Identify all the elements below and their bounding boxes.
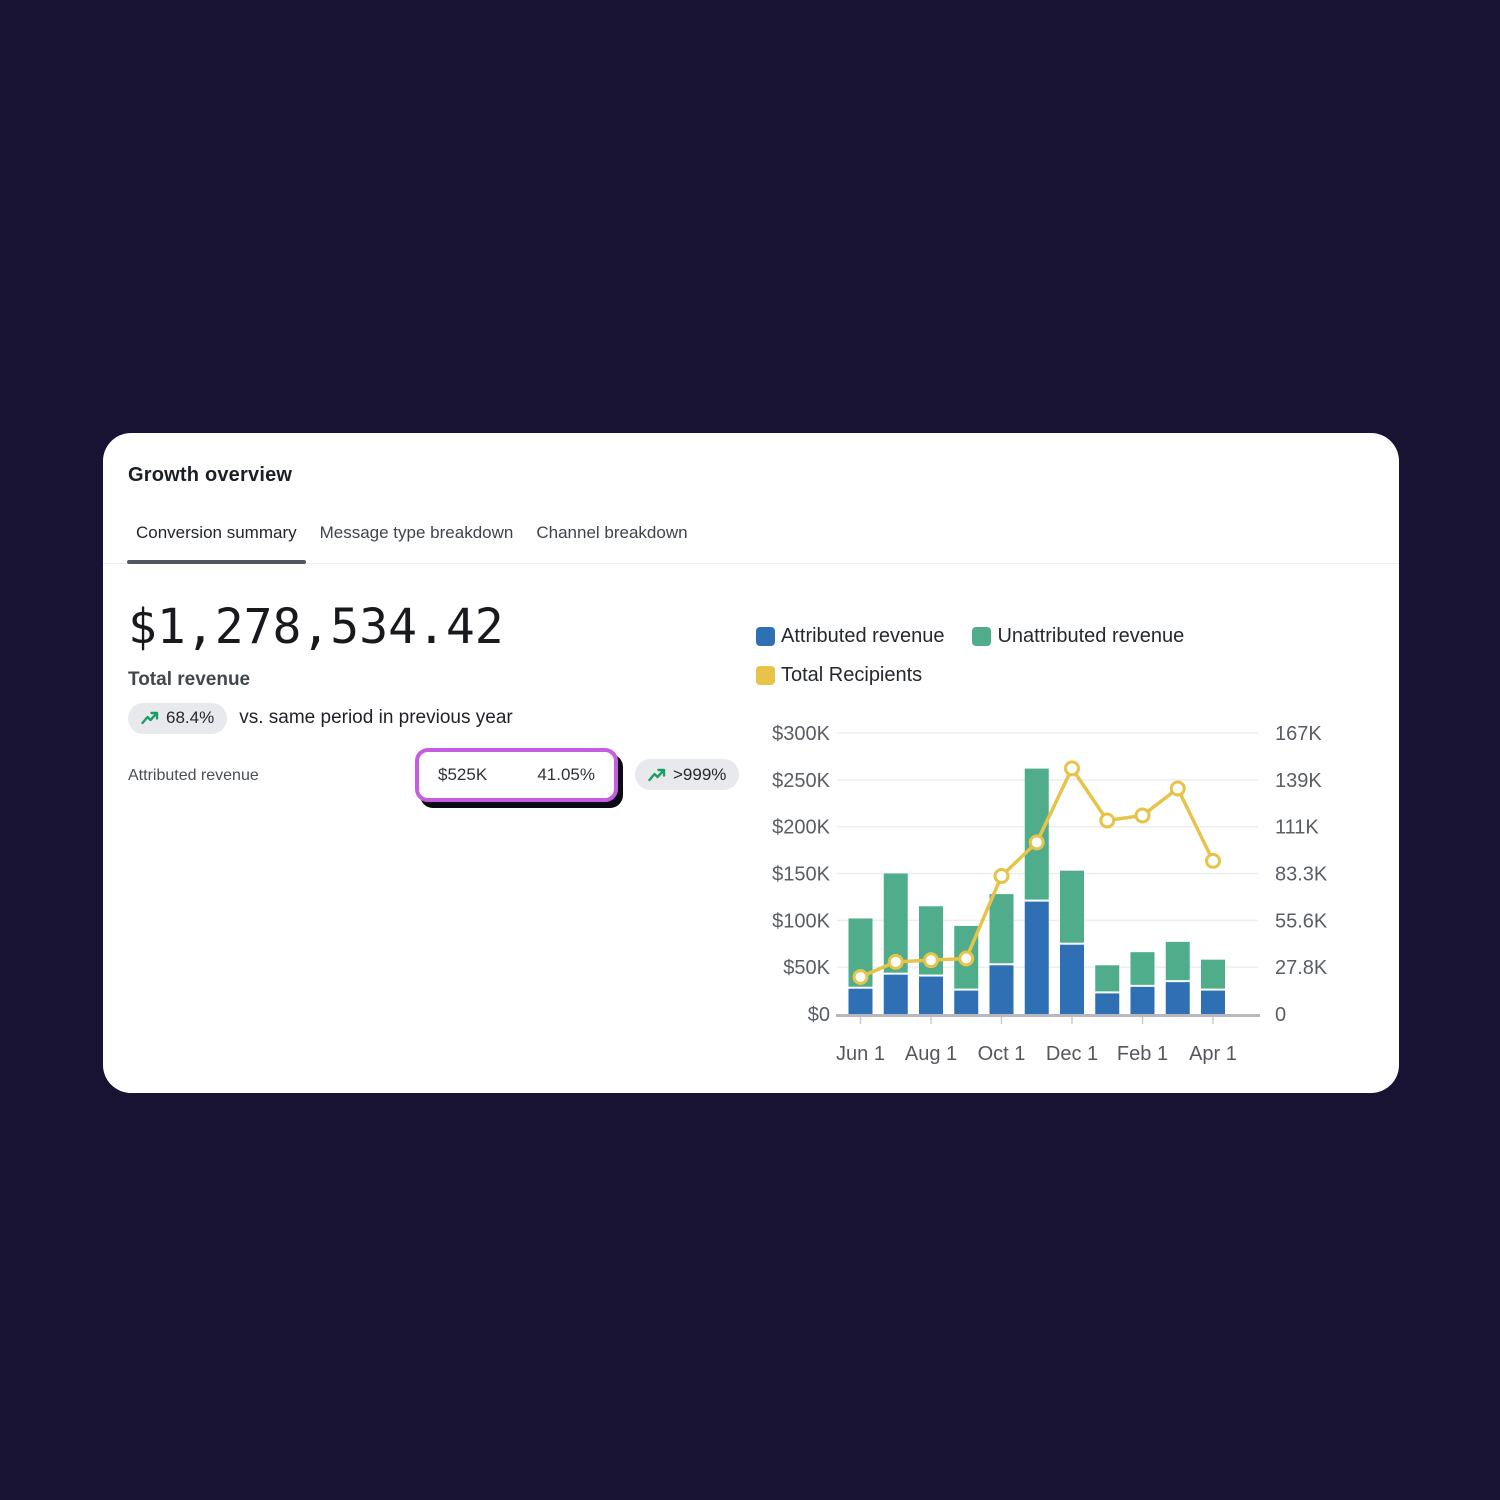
attributed-revenue-label: Attributed revenue — [128, 767, 259, 784]
recipients-point[interactable] — [887, 953, 904, 970]
legend-row: Total Recipients — [756, 664, 1376, 687]
tab-label: Channel breakdown — [536, 523, 688, 542]
legend-row: Attributed revenue Unattributed revenue — [756, 625, 1376, 648]
tab-conversion-summary[interactable]: Conversion summary — [127, 503, 306, 564]
bar-segment-attributed[interactable] — [848, 988, 873, 1014]
unattributed-revenue-swatch — [972, 627, 992, 646]
growth-overview-card: Growth overview Conversion summary Messa… — [103, 433, 1399, 1093]
bar-segment-unattributed[interactable] — [1130, 952, 1155, 985]
recipients-point[interactable] — [1134, 807, 1151, 824]
page-title: Growth overview — [128, 464, 293, 486]
total-recipients-swatch — [756, 666, 775, 685]
total-revenue-value: $1,278,534.42 — [128, 599, 504, 655]
right-axis-label: 139K — [1275, 770, 1322, 792]
bar-segment-attributed[interactable] — [1165, 982, 1190, 1014]
recipients-point[interactable] — [1205, 852, 1221, 869]
total-change-row: 68.4% vs. same period in previous year — [128, 702, 513, 734]
bar-segment-attributed[interactable] — [1130, 986, 1155, 1014]
right-axis-label: 167K — [1275, 723, 1322, 745]
recipients-point[interactable] — [1169, 780, 1186, 797]
legend-item-unattributed-revenue[interactable]: Unattributed revenue — [972, 625, 1184, 648]
left-axis-label: $200K — [772, 817, 830, 839]
bar-segment-attributed[interactable] — [1095, 993, 1120, 1014]
left-axis-label: $150K — [772, 864, 830, 886]
recipients-point[interactable] — [1064, 760, 1080, 777]
tab-label: Message type breakdown — [319, 523, 514, 542]
bar-segment-attributed[interactable] — [1201, 990, 1225, 1014]
right-axis-label: 83.3K — [1275, 864, 1328, 886]
total-change-value: 68.4% — [166, 708, 215, 727]
legend-item-total-recipients[interactable]: Total Recipients — [756, 664, 922, 687]
legend-label: Total Recipients — [781, 664, 923, 686]
bar-segment-attributed[interactable] — [883, 974, 908, 1014]
attributed-change-badge: >999% — [635, 759, 740, 790]
bar-segment-unattributed[interactable] — [1201, 959, 1225, 989]
recipients-point[interactable] — [923, 952, 939, 969]
attributed-revenue-row: Attributed revenue $525K 41.05% >999% — [128, 747, 748, 803]
left-axis-label: $300K — [772, 723, 830, 745]
total-revenue-label: Total revenue — [128, 669, 251, 690]
bar-segment-attributed[interactable] — [1024, 901, 1049, 1014]
recipients-point[interactable] — [1099, 812, 1116, 829]
legend-label: Attributed revenue — [781, 625, 945, 647]
left-axis-label: $50K — [783, 957, 830, 979]
tab-message-type-breakdown[interactable]: Message type breakdown — [311, 503, 523, 563]
comparison-caption: vs. same period in previous year — [239, 707, 513, 728]
total-change-badge: 68.4% — [128, 702, 228, 734]
bar-segment-unattributed[interactable] — [1095, 965, 1120, 992]
x-axis-label: Apr 1 — [1189, 1043, 1237, 1065]
right-axis-label: 55.6K — [1275, 910, 1328, 932]
bar-segment-attributed[interactable] — [1060, 944, 1084, 1014]
bar-segment-unattributed[interactable] — [1024, 768, 1049, 900]
attributed-change-value: >999% — [673, 764, 727, 784]
trend-up-icon — [141, 711, 159, 725]
tab-label: Conversion summary — [136, 523, 297, 542]
right-axis-label: 27.8K — [1275, 957, 1328, 979]
x-axis-label: Feb 1 — [1117, 1043, 1168, 1065]
bar-segment-unattributed[interactable] — [989, 894, 1014, 964]
left-axis-label: $100K — [772, 910, 830, 932]
bar-segment-unattributed[interactable] — [1060, 870, 1084, 943]
left-axis-label: $250K — [772, 770, 830, 792]
right-axis-label: 111K — [1275, 817, 1319, 839]
attributed-revenue-value: $525K — [438, 765, 488, 784]
tab-bar: Conversion summary Message type breakdow… — [103, 503, 1399, 564]
x-axis-label: Oct 1 — [978, 1043, 1026, 1065]
bar-segment-attributed[interactable] — [954, 990, 979, 1014]
chart-legend: Attributed revenue Unattributed revenue … — [756, 625, 1376, 687]
x-axis-label: Jun 1 — [836, 1043, 885, 1065]
x-axis-label: Dec 1 — [1046, 1043, 1098, 1065]
recipients-point[interactable] — [852, 968, 869, 985]
left-axis-label: $0 — [808, 1004, 830, 1026]
revenue-recipients-chart: $300K 167K $250K 139K $200K 111K $150K 83.3K $10… — [772, 723, 1328, 1065]
recipients-point[interactable] — [958, 950, 975, 967]
right-axis-label: 0 — [1275, 1004, 1286, 1026]
legend-label: Unattributed revenue — [997, 625, 1185, 647]
attributed-revenue-highlight: $525K 41.05% — [415, 748, 618, 802]
recipients-point[interactable] — [1028, 834, 1045, 851]
bar-segment-attributed[interactable] — [989, 965, 1014, 1014]
attributed-revenue-swatch — [756, 627, 775, 646]
trend-up-icon — [648, 768, 666, 781]
attributed-revenue-share: 41.05% — [537, 765, 595, 784]
legend-item-attributed-revenue[interactable]: Attributed revenue — [756, 625, 944, 648]
x-axis-label: Aug 1 — [905, 1043, 957, 1065]
bar-segment-attributed[interactable] — [919, 976, 943, 1014]
recipients-point[interactable] — [993, 868, 1010, 885]
bar-segment-unattributed[interactable] — [1165, 941, 1190, 981]
tab-channel-breakdown[interactable]: Channel breakdown — [527, 503, 696, 563]
